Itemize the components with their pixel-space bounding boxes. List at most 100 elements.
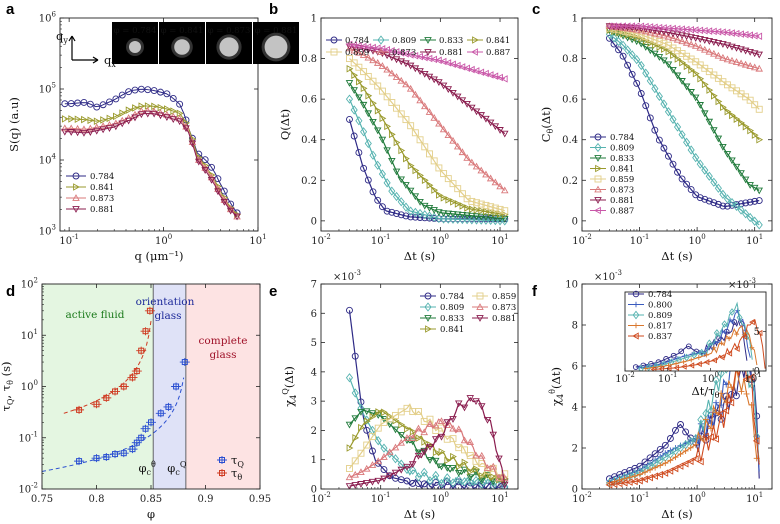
inset-data-point-0.837 xyxy=(658,365,664,371)
data-point-0.841 xyxy=(81,115,88,124)
inset-data-point-0.809 xyxy=(691,351,698,359)
data-point-0.841 xyxy=(661,45,668,53)
y-axis-label: τQ​, τθ​ (s) xyxy=(0,361,15,411)
data-point-0.833 xyxy=(383,147,391,155)
data-point-0.784 xyxy=(420,480,428,488)
data-point-0.859 xyxy=(491,204,499,212)
data-point-0.859 xyxy=(407,122,415,130)
panel-label-c: c xyxy=(532,1,540,18)
data-point-0.833 xyxy=(482,214,490,221)
data-point-0.833 xyxy=(351,415,359,423)
data-point-0.881 xyxy=(454,400,463,408)
data-point-0.784 xyxy=(351,352,359,360)
data-point-0.873 xyxy=(444,131,453,138)
panel-e-series xyxy=(345,306,509,489)
data-point-0.817 xyxy=(738,388,745,395)
legend-marker-0.784 xyxy=(72,172,80,180)
legend-marker xyxy=(219,457,225,463)
data-point-0.841 xyxy=(346,64,354,73)
data-point-0.873 xyxy=(411,90,420,98)
data-point-0.881 xyxy=(383,52,391,60)
legend-marker-0.809 xyxy=(377,35,385,45)
data-point-0.873 xyxy=(403,434,411,441)
x-axis-label: Δt (s) xyxy=(661,249,692,263)
data-point-0.859 xyxy=(397,110,405,118)
data-point-0.809 xyxy=(664,107,673,117)
data-point-0.784 xyxy=(86,100,94,108)
data-point-0.833 xyxy=(443,465,452,472)
data-point-0.817 xyxy=(718,390,725,397)
data-point-0.817 xyxy=(713,409,720,416)
panel-b-legend: 0.784 0.809 0.833 0.841 0.859 0.873 0.881 0.887 xyxy=(326,35,510,58)
data-point-0.833 xyxy=(368,410,377,418)
data-point-0.881 xyxy=(124,117,133,125)
data-point-0.833 xyxy=(673,72,682,80)
data-point-0.841 xyxy=(363,417,371,426)
data-point-0.873 xyxy=(454,425,463,433)
data-point-0.841 xyxy=(444,456,452,465)
data-point-0.784 xyxy=(383,207,391,215)
data-point-0.784 xyxy=(651,126,659,134)
data-point-0.873 xyxy=(359,51,368,58)
data-point-0.833 xyxy=(369,118,377,126)
data-point-0.809 xyxy=(728,197,736,208)
data-point-0.873 xyxy=(449,424,457,432)
legend-marker-0.841 xyxy=(425,325,432,333)
data-point-0.873 xyxy=(482,170,490,178)
data-point-0.859 xyxy=(402,116,410,124)
inset-phi-label: φ = 0.881 xyxy=(255,26,298,36)
data-point-0.837 xyxy=(630,477,638,486)
legend-marker-0.809 xyxy=(594,142,602,153)
inset-data-point-0.837 xyxy=(756,329,763,337)
y-axis-label: S(q) (a.u) xyxy=(7,97,21,152)
data-point-0.833 xyxy=(472,213,481,221)
data-point-0.881 xyxy=(449,89,457,97)
y-tick-label: 4 xyxy=(311,367,317,378)
data-point-0.833 xyxy=(359,101,368,109)
x-tick-label: 101​ xyxy=(491,491,508,505)
data-point-0.841 xyxy=(393,138,401,147)
inset-data-point-0.809 xyxy=(729,308,735,316)
legend-label-0.841: 0.841 xyxy=(610,165,634,175)
data-point-0.887 xyxy=(444,59,452,67)
x-tick-label: 0.9 xyxy=(198,494,214,505)
data-point-0.837 xyxy=(641,475,648,483)
data-point-0.873 xyxy=(678,37,686,45)
data-point-0.841 xyxy=(351,71,359,79)
data-point-0.881 xyxy=(92,127,101,135)
data-point-0.881 xyxy=(655,28,664,35)
data-point-0.784 xyxy=(118,91,126,99)
data-point-0.881 xyxy=(345,483,354,489)
data-point-0.859 xyxy=(426,415,434,423)
data-point-0.841 xyxy=(138,102,146,110)
data-point-0.881 xyxy=(477,112,485,119)
data-point-0.833 xyxy=(486,214,495,222)
data-point-0.784 xyxy=(710,199,718,207)
data-point-0.809 xyxy=(748,379,756,389)
data-point-0.873 xyxy=(73,124,82,132)
data-point-0.887 xyxy=(500,75,508,83)
data-point-0.881 xyxy=(357,481,365,488)
data-point-0.881 xyxy=(131,114,139,122)
data-point-0.873 xyxy=(426,420,434,427)
y-tick-label: 0 xyxy=(311,216,317,227)
inset-data-point-0.817 xyxy=(711,345,717,351)
data-point-0.859 xyxy=(477,200,485,208)
data-point-0.873 xyxy=(431,421,440,429)
data-point-0.881 xyxy=(67,129,75,136)
data-point-0.833 xyxy=(664,61,673,69)
inset-y-tick-label: 0 xyxy=(754,367,760,378)
data-point-0.881 xyxy=(156,112,165,120)
inset-data-point-0.817 xyxy=(688,357,694,363)
data-point-0.873 xyxy=(495,473,503,481)
data-point-0.873 xyxy=(402,80,410,88)
data-point-0.881 xyxy=(723,42,732,50)
data-point-0.841 xyxy=(404,425,411,433)
data-point-0.873 xyxy=(105,121,114,128)
data-point-0.841 xyxy=(706,86,714,94)
x-tick-label: 0.95 xyxy=(249,494,271,505)
data-point-0.881 xyxy=(491,123,500,131)
data-point-0.841 xyxy=(421,438,429,446)
panel-e-frame xyxy=(320,283,519,490)
